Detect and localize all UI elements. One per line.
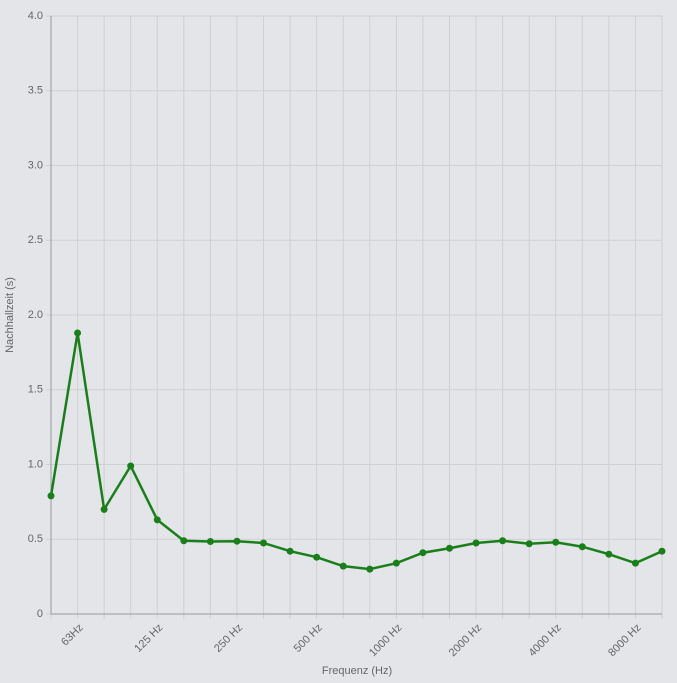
y-tick-label: 1.5 (28, 384, 43, 396)
data-point (233, 537, 241, 545)
data-point (180, 537, 188, 545)
y-axis-title: Nachhallzeit (s) (4, 277, 16, 353)
data-point (552, 538, 560, 546)
data-point (445, 544, 453, 552)
y-tick-label: 4.0 (28, 10, 43, 22)
x-tick-label: 8000 Hz (606, 622, 643, 659)
data-point (366, 565, 374, 573)
y-tick-label: 3.0 (28, 159, 43, 171)
data-point (499, 537, 507, 545)
series-line (49, 332, 663, 571)
y-tick-label: 1.0 (28, 458, 43, 470)
x-tick-label: 2000 Hz (447, 622, 484, 659)
x-tick-label: 125 Hz (132, 622, 165, 655)
data-point (127, 462, 135, 470)
x-tick-label: 1000 Hz (367, 622, 404, 659)
data-point (206, 537, 214, 545)
y-tick-label: 2.0 (28, 309, 43, 321)
y-tick-label: 0 (37, 608, 43, 620)
data-point (286, 547, 294, 555)
data-point (392, 559, 400, 567)
x-tick-label: 250 Hz (212, 622, 245, 655)
data-point (153, 516, 161, 524)
data-point (47, 492, 55, 500)
x-axis-title: Frequenz (Hz) (322, 665, 392, 677)
data-point (525, 540, 533, 548)
x-tick-label: 500 Hz (292, 622, 325, 655)
data-point (260, 539, 268, 547)
data-point (100, 505, 108, 513)
data-point (419, 549, 427, 557)
y-tick-label: 3.5 (28, 85, 43, 97)
data-point (578, 543, 586, 551)
x-tick-label: 63Hz (59, 622, 86, 649)
data-point (605, 550, 613, 558)
data-point (339, 562, 347, 570)
y-tick-label: 2.5 (28, 234, 43, 246)
data-point (472, 539, 480, 547)
data-point (74, 329, 82, 337)
data-point (658, 547, 666, 555)
data-point (313, 553, 321, 561)
data-point (631, 559, 639, 567)
x-tick-label: 4000 Hz (526, 622, 563, 659)
y-tick-label: 0.5 (28, 533, 43, 545)
